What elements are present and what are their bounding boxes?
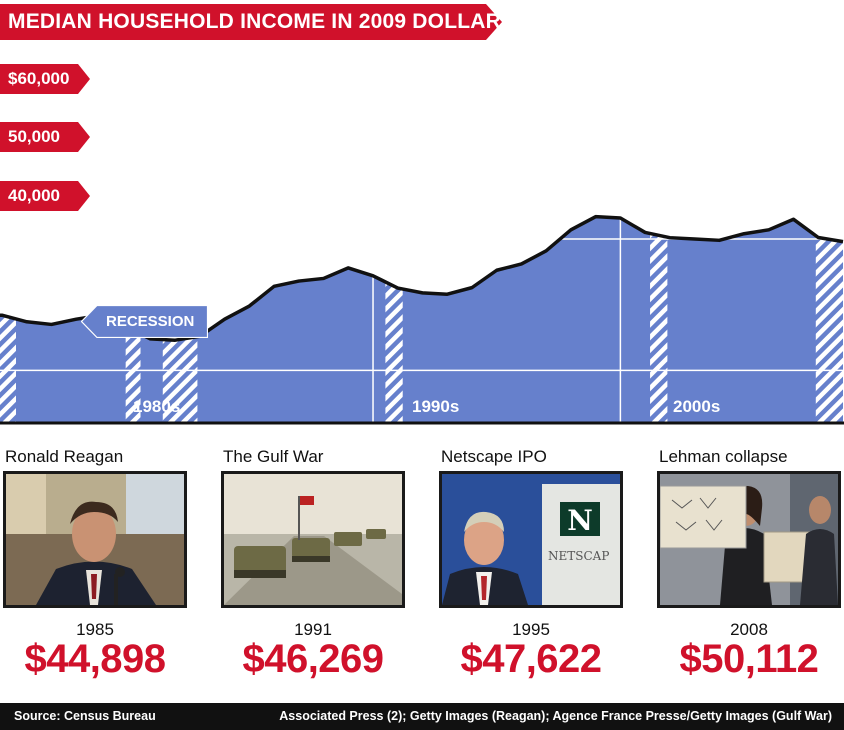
netscape-wordmark: NETSCAP: [548, 549, 609, 563]
event-reagan: Ronald Reagan 1985 $44,898: [3, 447, 193, 687]
income-area: [0, 216, 843, 423]
event-netscape: Netscape IPO N NETSCAP 1995 $47,622: [439, 447, 629, 687]
event-title: Lehman collapse: [659, 447, 788, 466]
lehman-photo: [657, 471, 841, 608]
chart-title-banner: MEDIAN HOUSEHOLD INCOME IN 2009 DOLLARS: [0, 4, 515, 40]
title-banner-shape: [0, 4, 502, 40]
event-year: 1985: [76, 620, 114, 639]
photo-credits: Associated Press (2); Getty Images (Reag…: [279, 709, 832, 723]
event-value: $50,112: [679, 637, 819, 681]
y-tick-60000: $60,000: [0, 64, 92, 94]
event-year: 1995: [512, 620, 550, 639]
decade-label-1980s: 1980s: [133, 397, 181, 416]
recession-band: [385, 216, 403, 423]
event-title: Netscape IPO: [441, 447, 547, 466]
netscape-n-logo: N: [567, 504, 593, 537]
event-title: Ronald Reagan: [5, 447, 124, 466]
y-tick-40000: 40,000: [0, 181, 92, 211]
netscape-photo: N NETSCAP: [439, 471, 623, 608]
footer-bar: Source: Census Bureau Associated Press (…: [0, 703, 844, 730]
reagan-photo: [3, 471, 187, 608]
y-tick-50000: 50,000: [0, 122, 92, 152]
event-value: $44,898: [24, 637, 166, 681]
decade-label-2000s: 2000s: [673, 397, 721, 416]
recession-band: [0, 216, 16, 423]
gulf-war-photo: [221, 471, 405, 608]
income-area-chart: [0, 214, 844, 425]
event-gulf-war: The Gulf War 1991 $46,269: [221, 447, 411, 687]
recession-label-text: RECESSION: [106, 313, 195, 330]
event-value: $47,622: [460, 637, 602, 681]
recession-band: [162, 216, 198, 423]
event-year: 2008: [730, 620, 768, 639]
recession-band: [125, 216, 141, 423]
chart-title: MEDIAN HOUSEHOLD INCOME IN 2009 DOLLARS: [8, 10, 516, 33]
recession-band: [815, 216, 843, 423]
decade-label-1990s: 1990s: [412, 397, 460, 416]
source-text: Source: Census Bureau: [14, 709, 156, 723]
recession-band: [650, 216, 668, 423]
event-title: The Gulf War: [223, 447, 324, 466]
event-lehman: Lehman collapse 2008 $50,112: [657, 447, 844, 687]
event-year: 1991: [294, 620, 332, 639]
recession-annotation: RECESSION: [81, 305, 208, 338]
event-value: $46,269: [242, 637, 384, 681]
